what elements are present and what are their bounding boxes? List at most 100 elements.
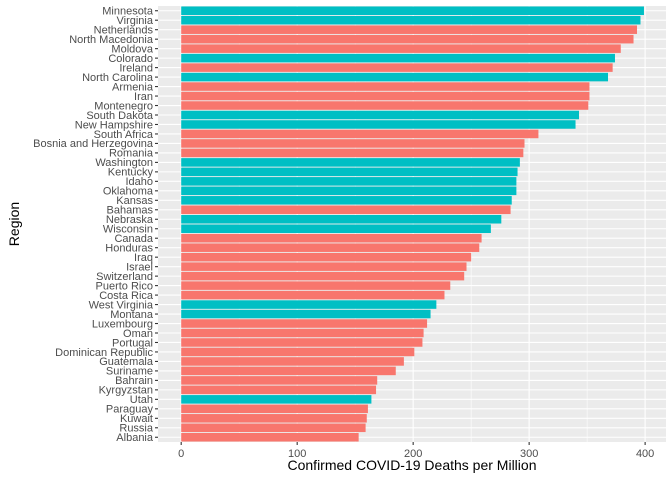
bar-montana <box>181 309 431 319</box>
bar-kuwait <box>181 414 367 423</box>
y-tick-label: Armenia <box>112 81 154 93</box>
y-tick-label: North Macedonia <box>69 34 154 46</box>
bar-oklahoma <box>181 186 517 196</box>
x-tick-label: 400 <box>636 448 654 460</box>
bar-iraq <box>181 252 472 262</box>
y-tick-label: Luxembourg <box>92 318 153 330</box>
bar-new-hampshire <box>181 120 576 129</box>
bar-portugal <box>181 338 423 347</box>
bar-minnesota <box>181 6 644 16</box>
bar-luxembourg <box>181 319 428 328</box>
y-tick-label: Kyrgyzstan <box>99 385 153 397</box>
bar-bahamas <box>181 205 511 215</box>
y-tick-label: Colorado <box>108 53 153 65</box>
bar-moldova <box>181 44 621 53</box>
bar-dominican-republic <box>181 347 415 357</box>
y-tick-label: Russia <box>119 423 154 435</box>
bar-south-dakota <box>181 110 580 120</box>
y-tick-label: South Africa <box>94 129 154 141</box>
x-axis-title: Confirmed COVID-19 Deaths per Million <box>288 457 537 473</box>
y-tick-label: Washington <box>95 157 153 169</box>
y-tick-label: Guatemala <box>99 356 154 368</box>
bar-switzerland <box>181 271 465 281</box>
y-axis-title: Region <box>6 202 22 246</box>
bar-kentucky <box>181 167 518 177</box>
y-tick-label: Bahrain <box>115 375 153 387</box>
y-tick-label: Switzerland <box>96 271 153 283</box>
bar-puerto-rico <box>181 281 451 290</box>
x-tick-labels: 0 100 200 300 400 <box>178 442 654 460</box>
y-tick-label: Bosnia and Herzegovina <box>33 138 154 150</box>
y-tick-label: Wisconsin <box>103 224 153 236</box>
y-tick-label: Israel <box>126 261 153 273</box>
y-tick-label: Minnesota <box>102 6 154 18</box>
bar-honduras <box>181 243 480 252</box>
bar-ireland <box>181 63 613 72</box>
y-tick-label: Puerto Rico <box>96 280 153 292</box>
bar-armenia <box>181 82 590 91</box>
bar-guatemala <box>181 357 404 366</box>
y-tick-label: Idaho <box>125 176 153 188</box>
y-tick-label: Kuwait <box>120 413 153 425</box>
y-tick-label: Portugal <box>112 337 153 349</box>
y-tick-label: New Hampshire <box>75 119 153 131</box>
bar-netherlands <box>181 25 638 34</box>
bar-montenegro <box>181 101 589 110</box>
y-tick-label: Canada <box>114 233 153 245</box>
bar-russia <box>181 423 366 433</box>
x-tick-label: 300 <box>520 448 538 460</box>
y-tick-label: Nebraska <box>106 214 154 226</box>
y-tick-label: Bahamas <box>107 205 154 217</box>
y-tick-label: Costa Rica <box>99 290 154 302</box>
bar-utah <box>181 395 372 404</box>
y-tick-label: Albania <box>116 432 154 444</box>
bar-canada <box>181 233 482 243</box>
bar-kansas <box>181 196 512 205</box>
bar-israel <box>181 262 467 271</box>
bar-paraguay <box>181 404 368 414</box>
y-tick-label: Ireland <box>119 62 153 74</box>
x-tick-label: 0 <box>178 448 184 460</box>
y-tick-label: North Carolina <box>82 72 154 84</box>
bar-washington <box>181 158 520 167</box>
y-tick-label: Netherlands <box>94 24 154 36</box>
bar-romania <box>181 148 524 158</box>
y-tick-label: Virginia <box>117 15 154 27</box>
y-tick-label: Dominican Republic <box>55 347 153 359</box>
bar-bosnia-and-herzegovina <box>181 139 525 148</box>
x-tick-label: 100 <box>288 448 306 460</box>
bar-north-macedonia <box>181 34 634 44</box>
bar-bahrain <box>181 376 378 385</box>
y-tick-label: West Virginia <box>89 299 154 311</box>
bar-iran <box>181 91 590 101</box>
bar-south-africa <box>181 129 539 139</box>
y-tick-label: Kentucky <box>108 167 154 179</box>
y-tick-label: Utah <box>130 394 153 406</box>
y-tick-label: Paraguay <box>106 404 154 416</box>
bar-idaho <box>181 177 517 186</box>
y-tick-label: Montenegro <box>94 100 153 112</box>
bar-costa-rica <box>181 290 445 300</box>
y-tick-label: Montana <box>110 309 154 321</box>
bar-virginia <box>181 15 641 25</box>
bars <box>181 6 644 442</box>
bar-nebraska <box>181 214 502 224</box>
y-tick-label: Oman <box>123 328 153 340</box>
bar-suriname <box>181 366 396 376</box>
bar-west-virginia <box>181 300 437 309</box>
bar-wisconsin <box>181 224 491 234</box>
y-tick-label: South Dakota <box>86 110 154 122</box>
bar-north-carolina <box>181 72 609 82</box>
bar-albania <box>181 432 359 442</box>
y-tick-label: Romania <box>109 148 154 160</box>
y-tick-label: Moldova <box>111 43 153 55</box>
bar-kyrgyzstan <box>181 385 377 395</box>
y-tick-label: Iran <box>134 91 153 103</box>
bar-colorado <box>181 53 615 63</box>
x-tick-label: 200 <box>404 448 422 460</box>
y-tick-label: Suriname <box>106 366 153 378</box>
y-tick-label: Oklahoma <box>103 186 154 198</box>
y-tick-label: Kansas <box>116 195 153 207</box>
